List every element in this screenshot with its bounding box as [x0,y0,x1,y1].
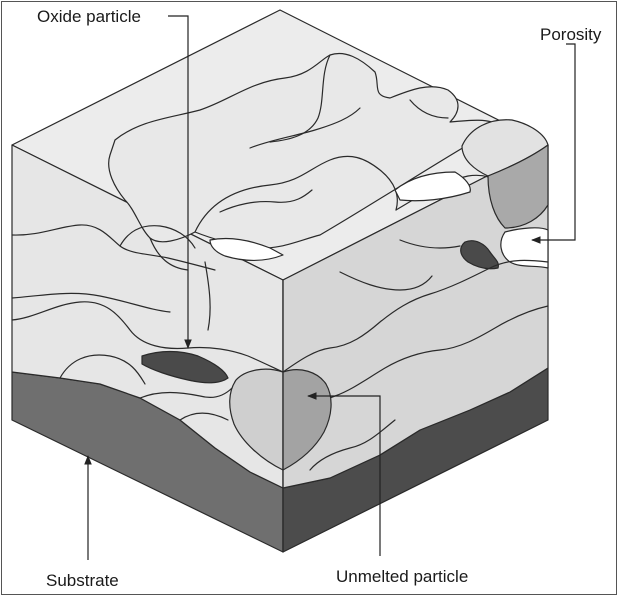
porosity-leader-line [531,43,576,244]
right-dark-pore [460,240,499,270]
substrate-label: Substrate [46,571,119,590]
oxide-particle-label: Oxide particle [37,7,141,26]
porosity-label: Porosity [540,25,602,44]
unmelted-particle-label: Unmelted particle [336,567,469,586]
side-splat-4 [399,239,461,249]
side-splat-1 [282,259,549,373]
front-splat-2 [11,301,284,373]
unmelted-particle-right [282,369,332,471]
oxide-particle [141,350,229,384]
side-splat-3 [309,419,396,471]
side-splat-5 [339,271,433,291]
oxide-leader-line [168,15,192,349]
unmelted-leader-line [307,392,381,556]
top-splat-6 [149,237,189,271]
top-splat-4 [249,107,361,149]
front-splat-8 [204,261,211,331]
top-splat-2 [194,155,398,233]
front-splat-3 [11,292,171,313]
top-splat-5 [269,54,331,143]
top-void-2 [394,171,471,202]
unmelted-particle-left [229,368,284,471]
top-splat-1 [108,52,501,249]
front-splat-6 [179,412,229,421]
front-splat-4 [139,387,233,399]
top-splat-3 [219,189,313,213]
top-splat-8 [409,99,449,119]
front-splat-7 [119,225,196,249]
top-unmelted-particle-side [487,144,549,229]
front-splat-5 [59,354,146,385]
top-void [209,237,284,261]
